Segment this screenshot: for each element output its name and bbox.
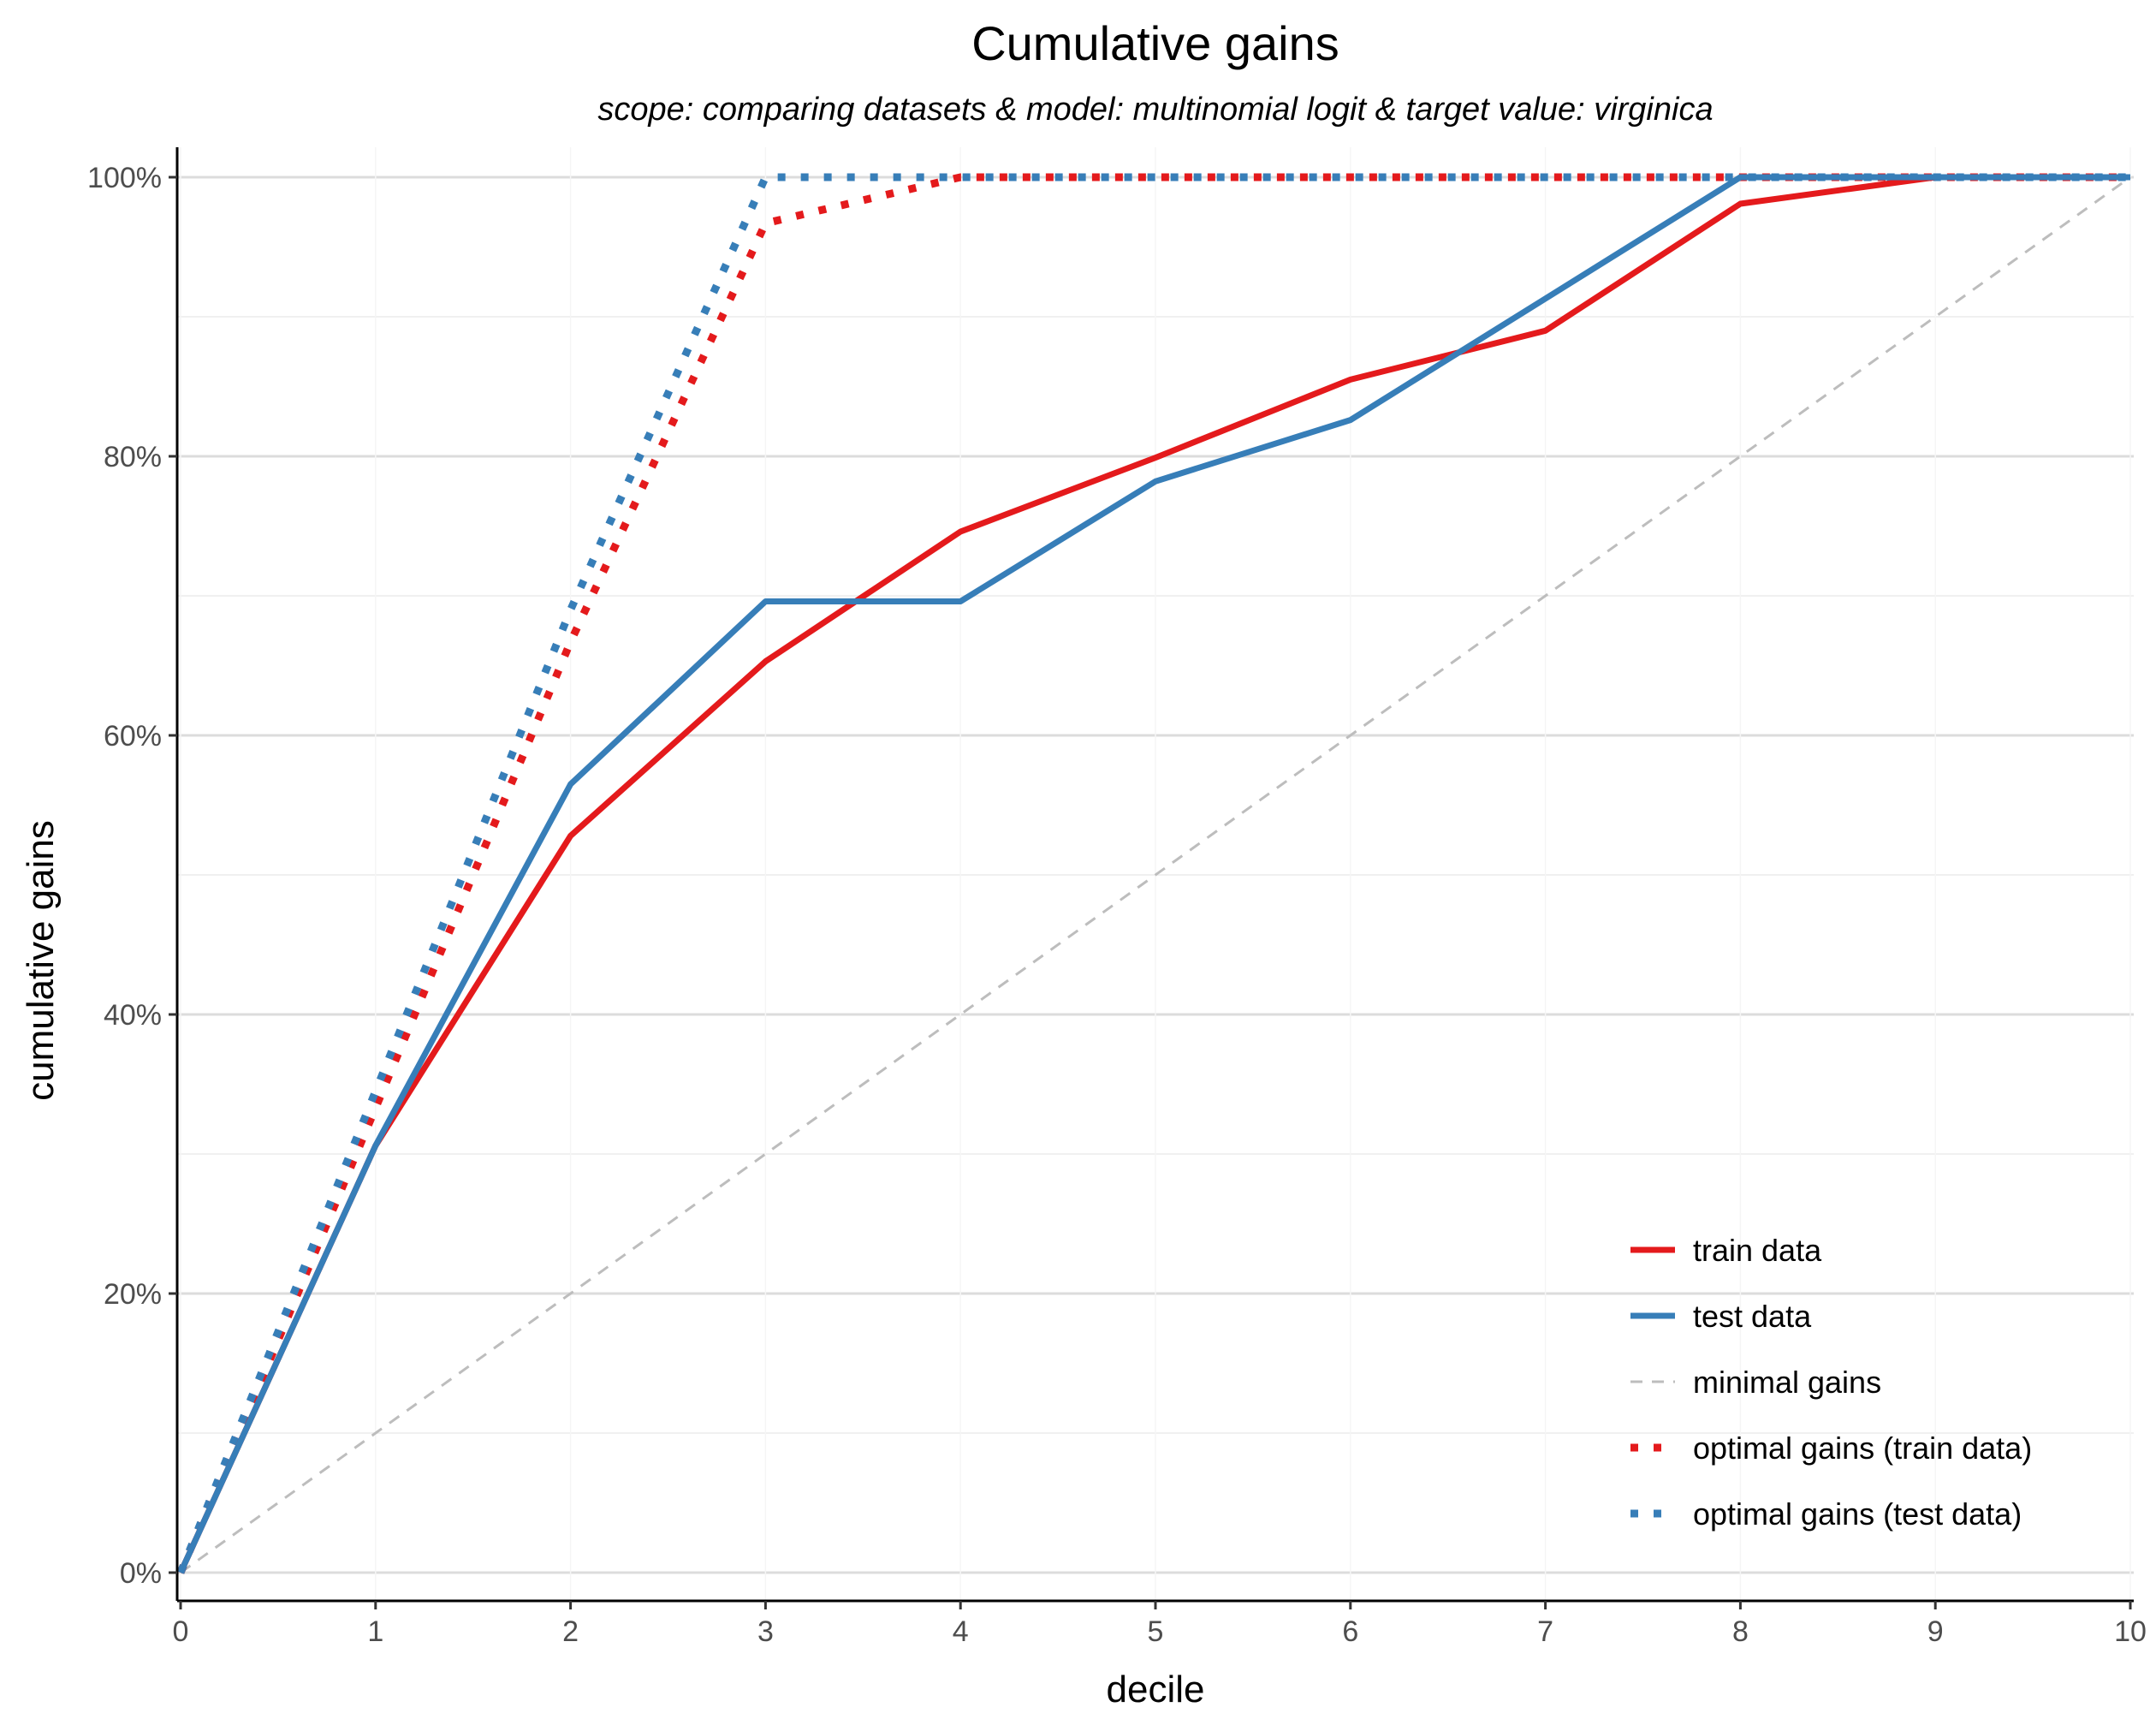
x-tick-label: 10 xyxy=(2114,1615,2147,1648)
legend-label-test-data: test data xyxy=(1693,1299,1812,1334)
x-tick-label: 1 xyxy=(367,1615,383,1648)
y-tick-label: 40% xyxy=(104,999,162,1032)
y-tick-label: 100% xyxy=(87,162,162,194)
x-tick-label: 9 xyxy=(1927,1615,1944,1648)
series-line-test-data xyxy=(177,174,2130,1574)
y-tick-label: 60% xyxy=(104,720,162,752)
x-tick-label: 2 xyxy=(562,1615,579,1648)
x-tick-label: 8 xyxy=(1732,1615,1749,1648)
x-tick-label: 6 xyxy=(1342,1615,1358,1648)
x-tick-label: 5 xyxy=(1148,1615,1164,1648)
legend-label-minimal-gains: minimal gains xyxy=(1693,1365,1881,1400)
series-line-train-data xyxy=(177,174,2130,1574)
y-axis-title: cumulative gains xyxy=(20,820,62,1101)
legend-label-optimal-gains-train-data: optimal gains (train data) xyxy=(1693,1431,2032,1466)
x-axis-title: decile xyxy=(1107,1668,1205,1710)
axes xyxy=(169,147,2134,1609)
x-tick-label: 0 xyxy=(173,1615,189,1648)
x-tick-label: 7 xyxy=(1537,1615,1553,1648)
y-tick-label: 0% xyxy=(120,1557,162,1590)
chart-title: Cumulative gains xyxy=(971,16,1339,70)
tick-labels: 0 1 2 3 4 5 6 7 8 9 100%20%40%60%80%100% xyxy=(87,162,2147,1648)
x-tick-label: 3 xyxy=(757,1615,774,1648)
series-line-minimal-gains xyxy=(180,175,2131,1574)
legend: train data test data minimal gains optimal … xyxy=(1630,1233,2032,1532)
grid xyxy=(177,147,2134,1601)
series-lines xyxy=(176,173,2131,1574)
y-tick-label: 20% xyxy=(104,1278,162,1311)
legend-label-train-data: train data xyxy=(1693,1233,1822,1268)
x-tick-label: 4 xyxy=(953,1615,969,1648)
legend-label-optimal-gains-test-data: optimal gains (test data) xyxy=(1693,1496,2022,1532)
y-tick-label: 80% xyxy=(104,441,162,473)
chart-subtitle: scope: comparing datasets & model: multi… xyxy=(597,92,1713,128)
